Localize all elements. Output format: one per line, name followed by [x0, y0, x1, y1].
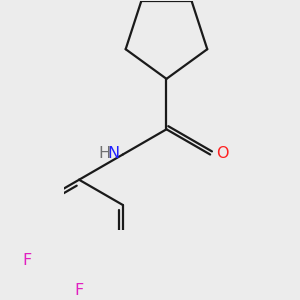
Text: N: N — [107, 146, 119, 161]
Text: F: F — [74, 283, 84, 298]
Text: F: F — [22, 253, 32, 268]
Text: O: O — [217, 146, 229, 161]
Text: H: H — [98, 146, 110, 161]
